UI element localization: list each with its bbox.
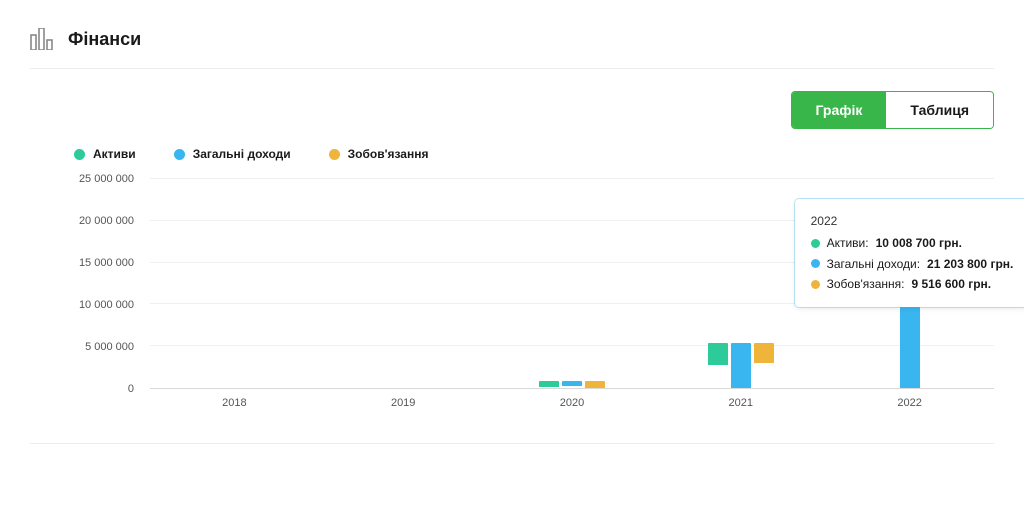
legend-item-income[interactable]: Загальні доходи: [174, 147, 291, 161]
y-tick-label: 10 000 000: [79, 299, 134, 311]
bar-income: [731, 343, 751, 388]
x-axis: 2018 2019 2020 2021 2022: [150, 389, 994, 409]
bar-income: [562, 381, 582, 385]
tooltip-dot-icon: [811, 239, 820, 248]
grid-line: [150, 178, 994, 179]
tooltip-row: Активи: 10 008 700 грн.: [811, 233, 1014, 253]
chart-area: 0 5 000 000 10 000 000 15 000 000 20 000 000…: [50, 179, 994, 409]
tooltip-value: 9 516 600 грн.: [912, 274, 992, 294]
y-tick-label: 5 000 000: [85, 341, 134, 353]
x-tick-label: 2019: [391, 397, 415, 409]
y-tick-label: 20 000 000: [79, 215, 134, 227]
bar-assets: [539, 381, 559, 386]
x-tick-label: 2022: [897, 397, 921, 409]
section-header: Фінанси: [30, 28, 994, 69]
y-tick-label: 0: [128, 383, 134, 395]
view-toggle-toolbar: Графік Таблиця: [30, 69, 994, 139]
legend-item-liabilities[interactable]: Зобов'язання: [329, 147, 429, 161]
view-chart-button[interactable]: Графік: [792, 92, 887, 128]
view-table-button[interactable]: Таблиця: [886, 92, 993, 128]
bar-liabilities: [585, 381, 605, 388]
legend-dot-icon: [74, 149, 85, 160]
tooltip-value: 21 203 800 грн.: [927, 254, 1013, 274]
tooltip-dot-icon: [811, 259, 820, 268]
grid-line: [150, 345, 994, 346]
section-divider: [30, 443, 994, 444]
legend-dot-icon: [174, 149, 185, 160]
x-tick-label: 2018: [222, 397, 246, 409]
legend-item-assets[interactable]: Активи: [74, 147, 136, 161]
tooltip-row: Зобов'язання: 9 516 600 грн.: [811, 274, 1014, 294]
legend-label: Активи: [93, 147, 136, 161]
bar-chart-icon: [30, 28, 54, 50]
tooltip-label: Зобов'язання:: [827, 274, 905, 294]
legend-dot-icon: [329, 149, 340, 160]
bar-group[interactable]: [708, 343, 774, 388]
tooltip-label: Активи:: [827, 233, 869, 253]
bar-liabilities: [754, 343, 774, 363]
page-title: Фінанси: [68, 29, 141, 50]
tooltip-value: 10 008 700 грн.: [876, 233, 962, 253]
x-tick-label: 2021: [729, 397, 753, 409]
legend-label: Зобов'язання: [348, 147, 429, 161]
x-tick-label: 2020: [560, 397, 584, 409]
bar-group[interactable]: [539, 381, 605, 388]
chart-tooltip: 2022 Активи: 10 008 700 грн.Загальні дох…: [795, 199, 1024, 307]
bar-assets: [708, 343, 728, 365]
tooltip-year: 2022: [811, 211, 1014, 231]
y-tick-label: 25 000 000: [79, 173, 134, 185]
y-axis: 05 000 00010 000 00015 000 00020 000 000…: [50, 179, 140, 389]
tooltip-label: Загальні доходи:: [827, 254, 920, 274]
y-tick-label: 15 000 000: [79, 257, 134, 269]
legend-label: Загальні доходи: [193, 147, 291, 161]
chart-legend: Активи Загальні доходи Зобов'язання: [30, 139, 994, 173]
tooltip-dot-icon: [811, 280, 820, 289]
tooltip-row: Загальні доходи: 21 203 800 грн.: [811, 254, 1014, 274]
view-toggle: Графік Таблиця: [791, 91, 994, 129]
